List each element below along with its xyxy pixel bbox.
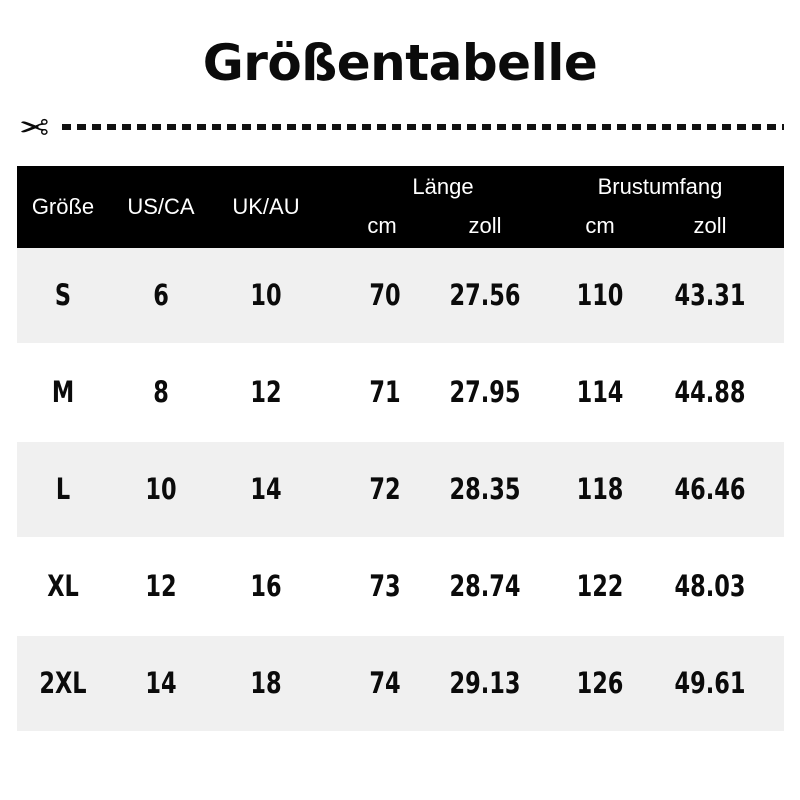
cell-size: M [51,375,75,409]
page-title: Größentabelle [202,34,598,92]
cell-us-ca: 12 [145,569,177,603]
cell-size: XL [47,569,79,603]
cell-us-ca: 6 [153,278,169,312]
cell-uk-au: 12 [250,375,282,409]
cell-us-ca: 8 [153,375,169,409]
cell-length-cm: 72 [369,472,401,506]
table-row: S 6 10 70 27.56 110 43.31 [17,248,784,343]
dashed-cut-line [62,124,784,130]
cell-chest-cm: 122 [576,569,624,603]
table-row: L 10 14 72 28.35 118 46.46 [17,442,784,537]
size-chart-table: Größe US/CA UK/AU Länge cm zoll Brustumf… [17,166,784,731]
cell-length-inch: 27.56 [449,278,521,312]
cell-uk-au: 18 [250,666,282,700]
cell-uk-au: 10 [250,278,282,312]
cell-chest-cm: 110 [576,278,624,312]
cell-length-cm: 71 [369,375,401,409]
cell-chest-cm: 114 [576,375,624,409]
cell-uk-au: 14 [250,472,282,506]
cell-size: 2XL [39,666,87,700]
cell-length-inch: 27.95 [449,375,521,409]
cell-length-inch: 28.35 [449,472,521,506]
column-group-header-length: Länge [412,174,474,199]
cell-chest-cm: 118 [576,472,624,506]
cell-length-cm: 70 [369,278,401,312]
column-header-chest-inch: zoll [693,213,727,238]
cell-chest-inch: 48.03 [674,569,746,603]
cell-length-cm: 74 [369,666,401,700]
cell-chest-cm: 126 [576,666,624,700]
column-header-size: Größe [31,194,95,219]
cell-size: L [55,472,71,506]
cell-length-cm: 73 [369,569,401,603]
cell-us-ca: 14 [145,666,177,700]
column-header-length-inch: zoll [468,213,502,238]
table-row: XL 12 16 73 28.74 122 48.03 [17,539,784,634]
cell-us-ca: 10 [145,472,177,506]
cell-chest-inch: 44.88 [674,375,746,409]
table-row: M 8 12 71 27.95 114 44.88 [17,345,784,440]
cell-chest-inch: 46.46 [674,472,746,506]
table-body: S 6 10 70 27.56 110 43.31 M 8 12 71 27.95 114 44.88 L 1… [17,248,784,731]
cell-uk-au: 16 [250,569,282,603]
cell-length-inch: 29.13 [449,666,521,700]
cell-length-inch: 28.74 [449,569,521,603]
cell-chest-inch: 49.61 [674,666,746,700]
column-header-chest-cm: cm [585,213,615,238]
column-header-uk-au: UK/AU [232,194,300,219]
column-header-us-ca: US/CA [127,194,195,219]
cell-size: S [54,278,72,312]
column-header-length-cm: cm [367,213,397,238]
cell-chest-inch: 43.31 [674,278,746,312]
cut-line: ✂ [14,106,786,150]
column-group-header-chest: Brustumfang [597,174,723,199]
table-header-row: Größe US/CA UK/AU Länge cm zoll Brustumf… [17,166,784,248]
table-row: 2XL 14 18 74 29.13 126 49.61 [17,636,784,731]
scissors-icon: ✂ [18,107,50,148]
